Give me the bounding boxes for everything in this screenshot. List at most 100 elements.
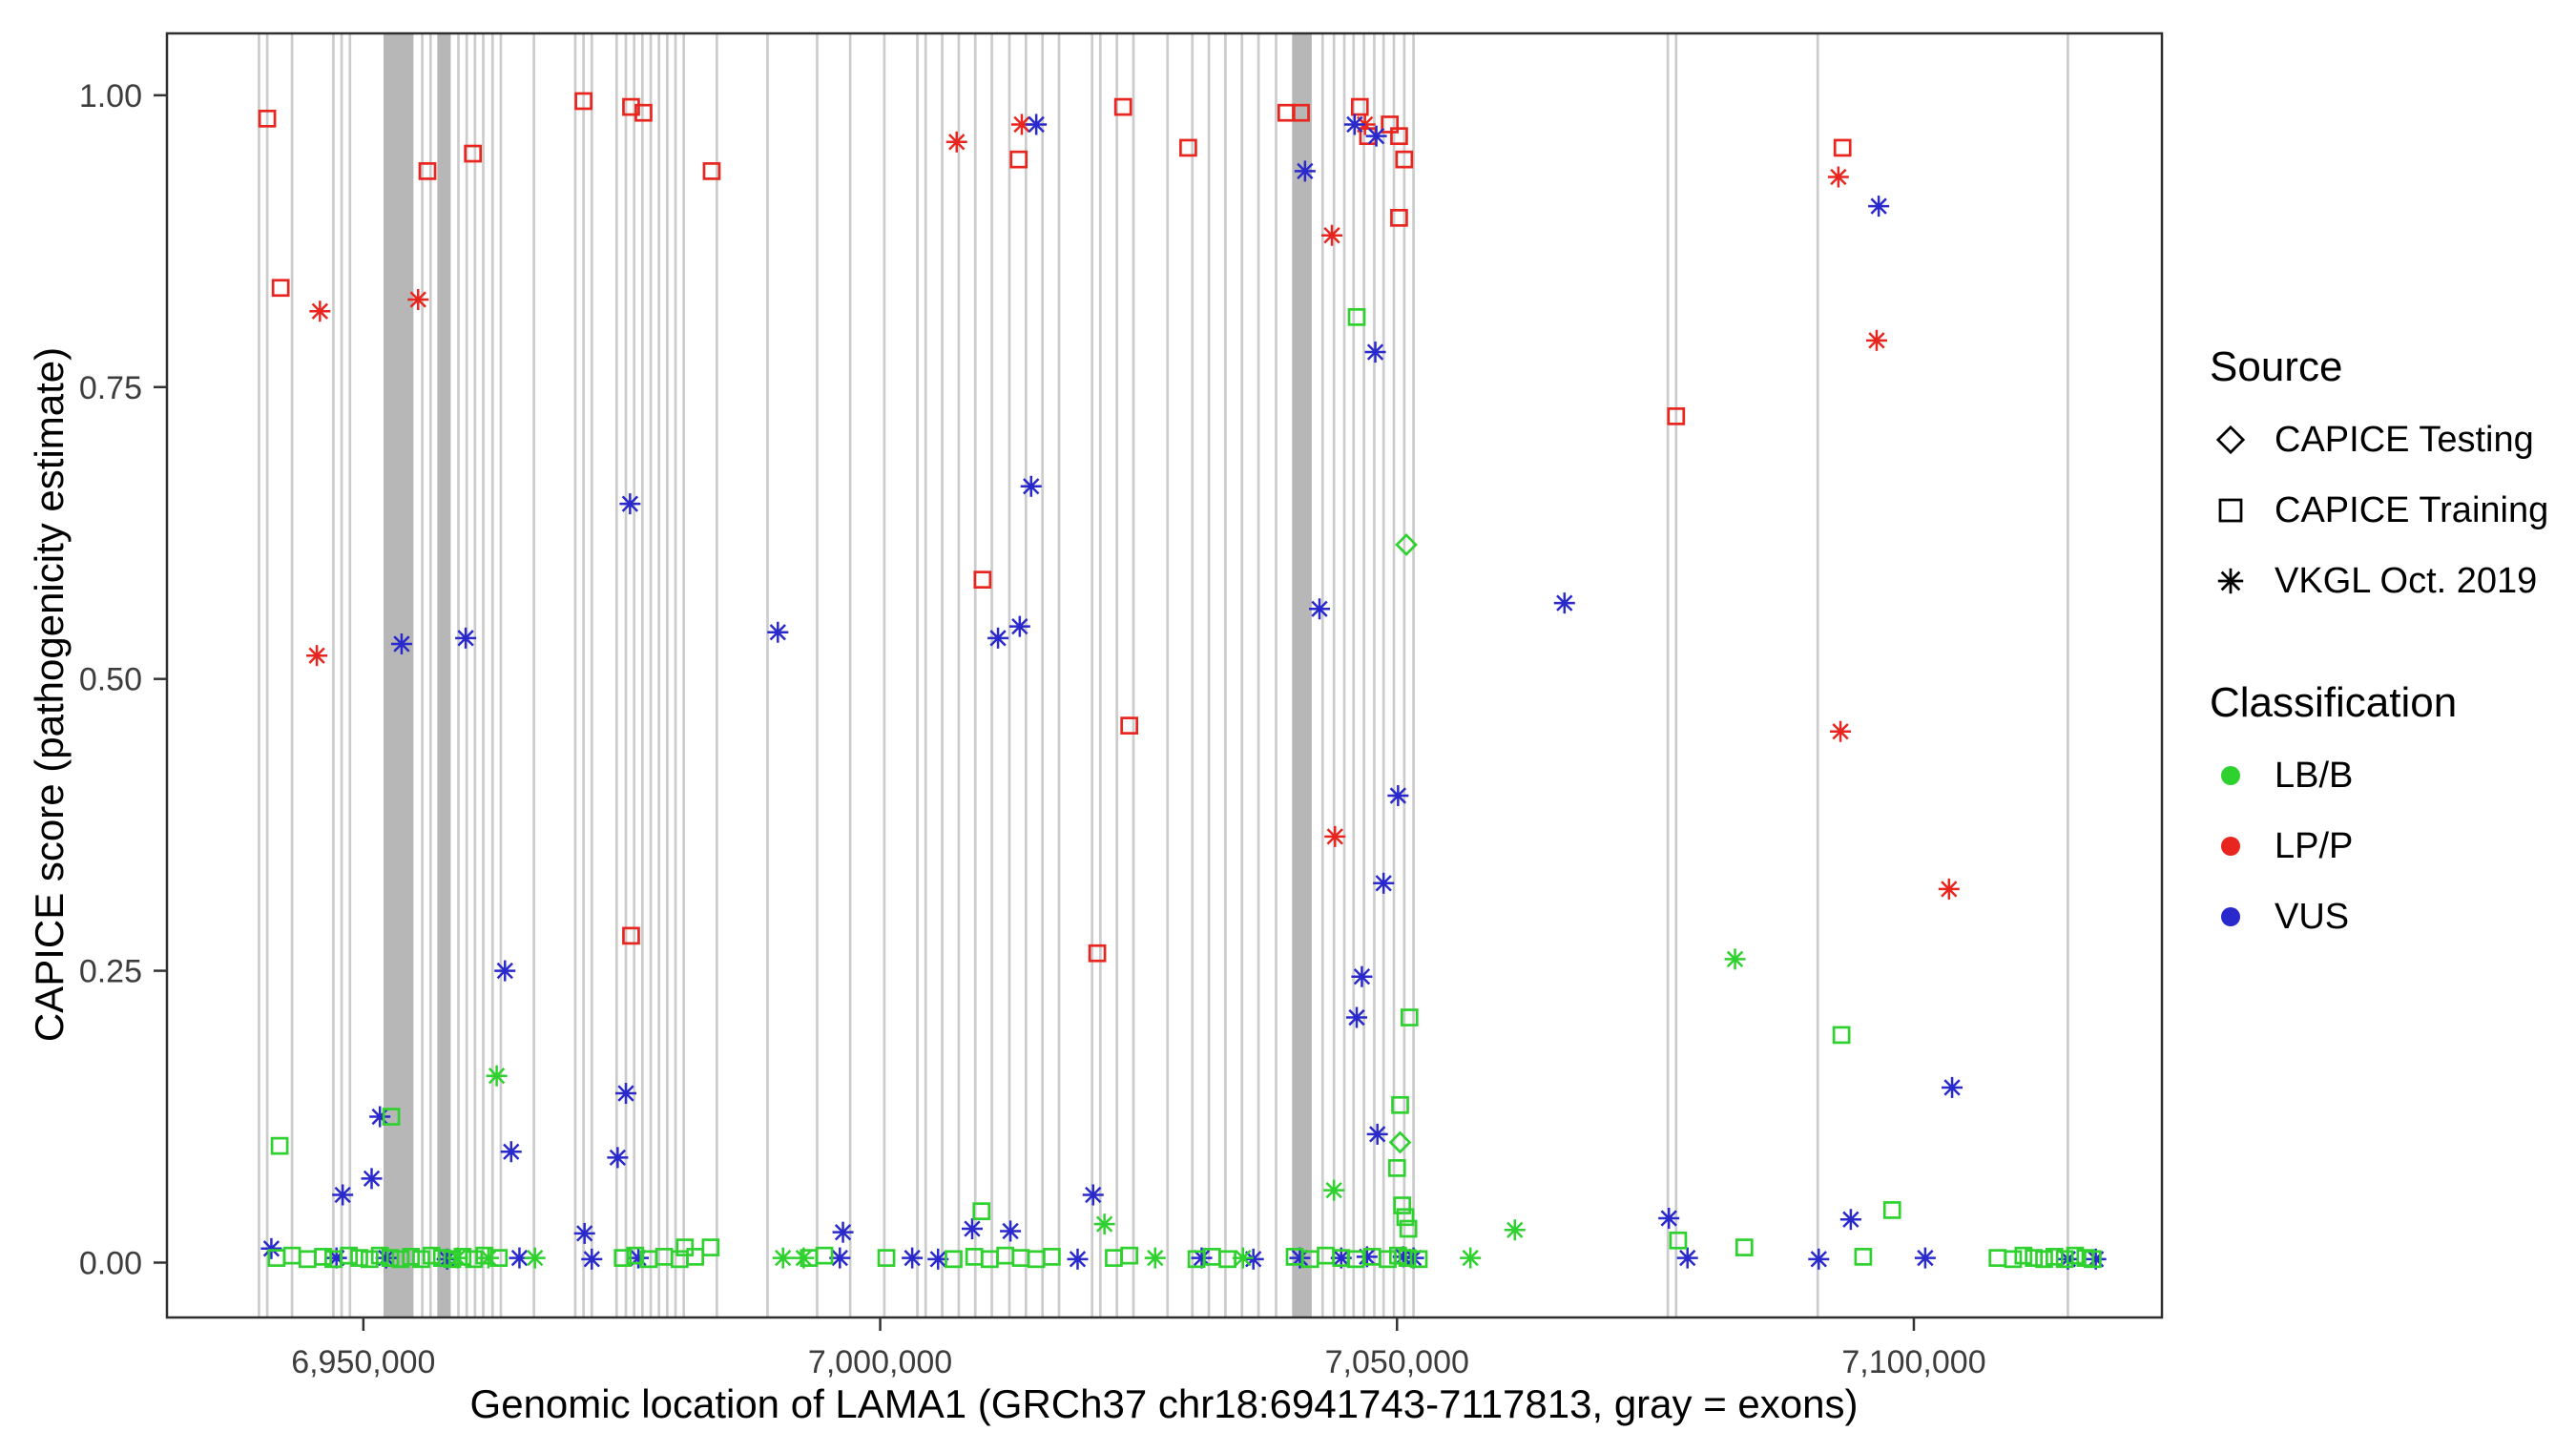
data-point xyxy=(271,279,290,298)
data-point xyxy=(1669,1231,1688,1250)
data-point xyxy=(2055,1250,2074,1269)
data-point xyxy=(1390,127,1408,146)
asterisk-icon xyxy=(2210,560,2252,602)
data-point xyxy=(270,1136,289,1155)
data-point xyxy=(1294,160,1316,182)
data-point xyxy=(1882,1201,1901,1219)
data-point xyxy=(1395,533,1418,556)
data-point xyxy=(772,1247,794,1269)
data-point xyxy=(961,1218,983,1240)
data-point xyxy=(1292,103,1310,122)
data-point xyxy=(1321,224,1343,246)
legend: Source CAPICE Testing CAPICE Training xyxy=(2210,343,2548,952)
data-point xyxy=(1120,1246,1139,1265)
data-point xyxy=(1460,1247,1482,1269)
data-point xyxy=(1388,1130,1412,1154)
legend-item-lbb: LB/B xyxy=(2210,740,2548,811)
data-point xyxy=(1082,1184,1104,1206)
diamond-icon xyxy=(2210,419,2252,461)
data-point xyxy=(1390,208,1408,227)
data-point xyxy=(407,288,429,310)
data-point xyxy=(1373,872,1395,894)
data-point xyxy=(361,1168,383,1190)
data-point xyxy=(877,1249,896,1267)
data-point xyxy=(607,1147,629,1169)
data-point xyxy=(1277,103,1296,122)
data-point xyxy=(258,109,277,128)
data-point xyxy=(1839,1209,1861,1231)
data-point xyxy=(613,1249,633,1267)
data-point xyxy=(2035,1250,2053,1269)
data-point xyxy=(1658,1207,1680,1229)
panel-border xyxy=(165,31,2164,1319)
data-point xyxy=(1387,785,1409,807)
red-dot-icon xyxy=(2210,825,2252,867)
data-point xyxy=(1309,598,1331,620)
data-point xyxy=(1988,1249,2007,1267)
legend-spacer xyxy=(2210,616,2548,679)
data-point xyxy=(1379,1250,1397,1269)
legend-source-title: Source xyxy=(2210,343,2343,390)
data-point xyxy=(581,1248,603,1270)
data-point xyxy=(1010,114,1032,135)
data-point xyxy=(573,1222,595,1244)
data-point xyxy=(972,1202,991,1220)
data-point xyxy=(382,1108,401,1126)
data-point xyxy=(1008,615,1030,637)
data-point xyxy=(1343,114,1365,135)
legend-item-label: VKGL Oct. 2019 xyxy=(2275,560,2538,601)
data-point xyxy=(1067,1248,1089,1270)
data-point xyxy=(1409,1250,1428,1269)
data-point xyxy=(1389,1246,1407,1265)
data-point xyxy=(927,1248,949,1270)
legend-item-capice-testing: CAPICE Testing xyxy=(2210,404,2548,475)
x-axis-label: Genomic location of LAMA1 (GRCh37 chr18:… xyxy=(469,1381,1859,1426)
data-point xyxy=(340,1246,359,1265)
data-point xyxy=(622,97,640,116)
square-icon xyxy=(2210,489,2252,531)
data-point xyxy=(464,144,483,163)
y-axis-label: CAPICE score (pathogenicity estimate) xyxy=(27,346,72,1043)
y-tick-label: 1.00 xyxy=(79,78,142,114)
data-point xyxy=(1120,716,1139,735)
data-points xyxy=(258,92,2107,1270)
y-tick-label: 0.00 xyxy=(79,1245,142,1281)
data-point xyxy=(260,1237,282,1259)
data-point xyxy=(350,1249,368,1267)
data-point xyxy=(634,103,653,122)
x-tick-label: 7,100,000 xyxy=(1841,1344,1985,1380)
data-point xyxy=(1735,1238,1754,1256)
data-point xyxy=(1393,1196,1412,1214)
data-point xyxy=(2066,1246,2085,1265)
x-tick-label: 7,000,000 xyxy=(808,1344,952,1380)
data-point xyxy=(1043,1248,1061,1266)
data-point xyxy=(1191,1247,1213,1269)
data-point xyxy=(1399,1219,1418,1238)
y-tick-label: 0.75 xyxy=(79,370,142,406)
data-point xyxy=(2014,1246,2033,1265)
data-point xyxy=(1020,475,1042,497)
data-point xyxy=(524,1247,546,1269)
data-point xyxy=(1395,150,1414,169)
data-point xyxy=(1676,1247,1698,1269)
data-point xyxy=(298,1250,317,1269)
green-dot-icon xyxy=(2210,755,2252,797)
legend-item-label: CAPICE Testing xyxy=(2275,419,2534,460)
y-tick-label: 0.50 xyxy=(79,662,142,698)
data-point xyxy=(332,1184,354,1206)
data-point xyxy=(1398,1249,1417,1267)
data-point xyxy=(615,1083,637,1105)
data-point xyxy=(361,1250,379,1269)
data-point xyxy=(1381,115,1400,134)
data-point xyxy=(477,1247,499,1269)
data-point xyxy=(455,627,477,649)
data-point xyxy=(1914,1247,1936,1269)
legend-item-label: VUS xyxy=(2275,896,2350,937)
data-point xyxy=(626,1246,645,1265)
data-point xyxy=(2025,1249,2044,1267)
data-point xyxy=(306,645,328,667)
data-point xyxy=(2045,1248,2064,1266)
data-point xyxy=(1808,1248,1830,1270)
data-point xyxy=(793,1247,815,1269)
